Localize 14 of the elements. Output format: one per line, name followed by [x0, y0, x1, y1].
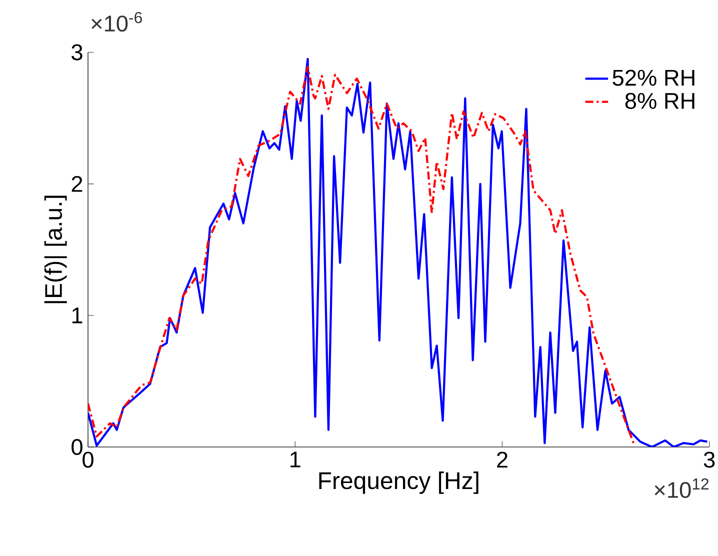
y-axis-title: |E(f)| [a.u.] [44, 196, 67, 304]
x-tick-label: 3 [704, 452, 715, 468]
text: ×10$^{-6}$ [92, 12, 142, 32]
legend-label: 8% RH [625, 92, 694, 109]
x-tick-label: 1 [290, 452, 300, 468]
y-tick-label: 2 [72, 176, 82, 192]
x-tick-label: 2 [497, 452, 508, 468]
x-axis-title: Frequency [Hz] [319, 472, 478, 494]
y-tick-label: 1 [72, 308, 82, 324]
legend-label: 52% RH [612, 70, 694, 86]
text: ×10$^{12}$ [654, 478, 708, 498]
y-tick-label: 3 [72, 44, 82, 60]
x-tick-label: 0 [82, 452, 94, 468]
y-tick-label: 0 [72, 438, 82, 456]
